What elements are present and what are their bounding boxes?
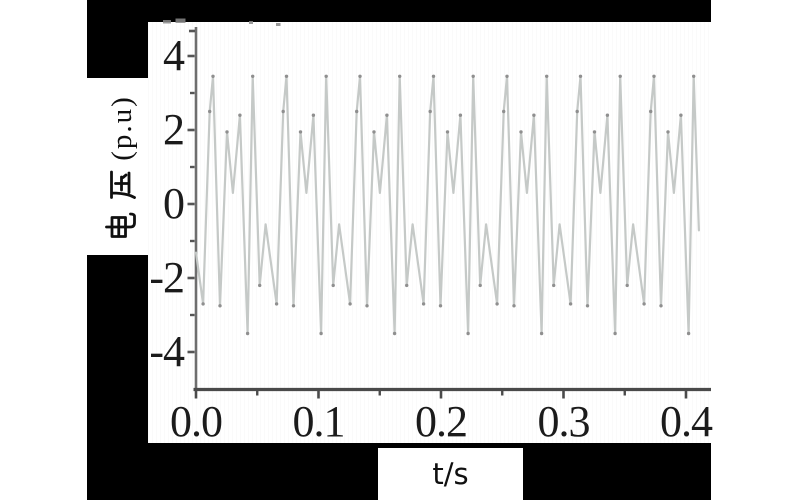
y-axis-unit-label: (p.u) <box>105 95 138 161</box>
y-tick-label: -4 <box>149 327 185 376</box>
waveform-extremum-dot <box>218 304 222 308</box>
waveform-extremum-dot <box>649 109 653 114</box>
waveform-extremum-dot <box>438 304 443 308</box>
scan-black-top-band <box>87 0 711 22</box>
waveform-extremum-dot <box>466 331 470 336</box>
waveform-extremum-dot <box>358 74 362 79</box>
scan-artifact-mark <box>249 21 253 24</box>
waveform-extremum-dot <box>428 109 432 114</box>
y-tick-label: 2 <box>163 105 185 154</box>
waveform-extremum-dot <box>545 74 549 79</box>
waveform-extremum-dot <box>298 130 303 134</box>
waveform-extremum-dot <box>225 130 229 134</box>
waveform-extremum-dot <box>211 74 215 79</box>
waveform-extremum-dot <box>686 331 691 336</box>
scan-artifact-mark <box>276 23 281 26</box>
y-tick-label: -2 <box>149 253 185 302</box>
waveform-extremum-dot <box>245 331 250 336</box>
waveform-extremum-dot <box>552 283 556 288</box>
waveform-extremum-dot <box>355 109 359 114</box>
waveform-extremum-dot <box>365 304 369 308</box>
waveform-extremum-dot <box>659 304 663 308</box>
waveform-extremum-dot <box>372 130 376 134</box>
x-tick-label: 0.2 <box>415 397 468 446</box>
waveform-extremum-dot <box>201 302 205 306</box>
cn-glyph-ya <box>110 170 136 199</box>
scan-artifact-mark <box>163 20 171 24</box>
waveform-extremum-dot <box>238 113 242 117</box>
waveform-extremum-dot <box>605 113 610 117</box>
waveform-extremum-dot <box>592 130 597 134</box>
waveform-extremum-dot <box>398 74 402 79</box>
waveform-extremum-dot <box>311 113 316 117</box>
waveform-extremum-dot <box>405 283 409 288</box>
waveform-extremum-dot <box>208 109 212 114</box>
waveform-extremum-dot <box>421 302 426 306</box>
x-axis-title-box: t/s <box>378 448 523 500</box>
waveform-extremum-dot <box>568 302 573 306</box>
waveform-extremum-dot <box>502 109 506 114</box>
waveform-extremum-dot <box>519 130 523 134</box>
waveform-extremum-dot <box>478 283 482 288</box>
scan-artifact-mark <box>175 18 186 23</box>
scan-black-left-upper-block <box>87 22 148 78</box>
waveform-extremum-dot <box>331 283 335 288</box>
waveform-extremum-dot <box>679 113 683 117</box>
waveform-extremum-dot <box>652 74 656 79</box>
waveform-extremum-dot <box>512 304 516 308</box>
waveform-extremum-dot <box>385 113 389 117</box>
x-tick-label: 0.3 <box>537 397 591 446</box>
waveform-extremum-dot <box>578 74 583 79</box>
waveform-extremum-dot <box>348 302 352 306</box>
x-axis-title: t/s <box>432 457 469 491</box>
waveform-extremum-dot <box>392 331 397 336</box>
waveform-extremum-dot <box>319 331 323 336</box>
waveform-extremum-dot <box>281 109 285 114</box>
waveform-extremum-dot <box>618 74 622 79</box>
waveform-extremum-dot <box>575 109 579 114</box>
waveform-extremum-dot <box>258 283 262 288</box>
x-tick-label: 0.4 <box>660 397 713 446</box>
waveform-extremum-dot <box>324 74 328 79</box>
waveform-extremum-dot <box>613 331 617 336</box>
y-tick-label: 0 <box>163 179 185 228</box>
waveform-extremum-dot <box>251 74 255 79</box>
waveform-line <box>194 75 701 335</box>
waveform-extremum-dot <box>458 113 463 117</box>
waveform-extremum-dot <box>539 331 544 336</box>
waveform-extremum-dot <box>532 113 536 117</box>
y-axis-title: 电压（p.u） (p.u) <box>99 75 145 265</box>
waveform-extremum-dot <box>642 302 646 306</box>
waveform-extremum-dot <box>291 304 296 308</box>
waveform-extremum-dot <box>274 302 279 306</box>
waveform-extremum-dot <box>471 74 475 79</box>
scan-black-left-lower-block <box>87 255 148 443</box>
waveform-extremum-dot <box>445 130 450 134</box>
waveform-extremum-dot <box>625 283 629 288</box>
cn-glyph-dian <box>105 212 136 238</box>
waveform-extremum-dot <box>431 74 436 79</box>
waveform-extremum-dot <box>284 74 289 79</box>
waveform-extremum-dot <box>692 74 696 79</box>
waveform-extremum-dot <box>585 304 590 308</box>
y-tick-label: 4 <box>163 31 185 80</box>
x-tick-label: 0.0 <box>170 397 223 446</box>
waveform-extremum-dot <box>666 130 670 134</box>
x-tick-label: 0.1 <box>292 397 346 446</box>
waveform-extremum-dot <box>495 302 499 306</box>
waveform-extremum-dot <box>505 74 509 79</box>
